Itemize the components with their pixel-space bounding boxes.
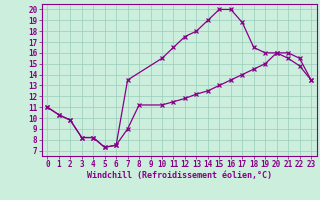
X-axis label: Windchill (Refroidissement éolien,°C): Windchill (Refroidissement éolien,°C) — [87, 171, 272, 180]
